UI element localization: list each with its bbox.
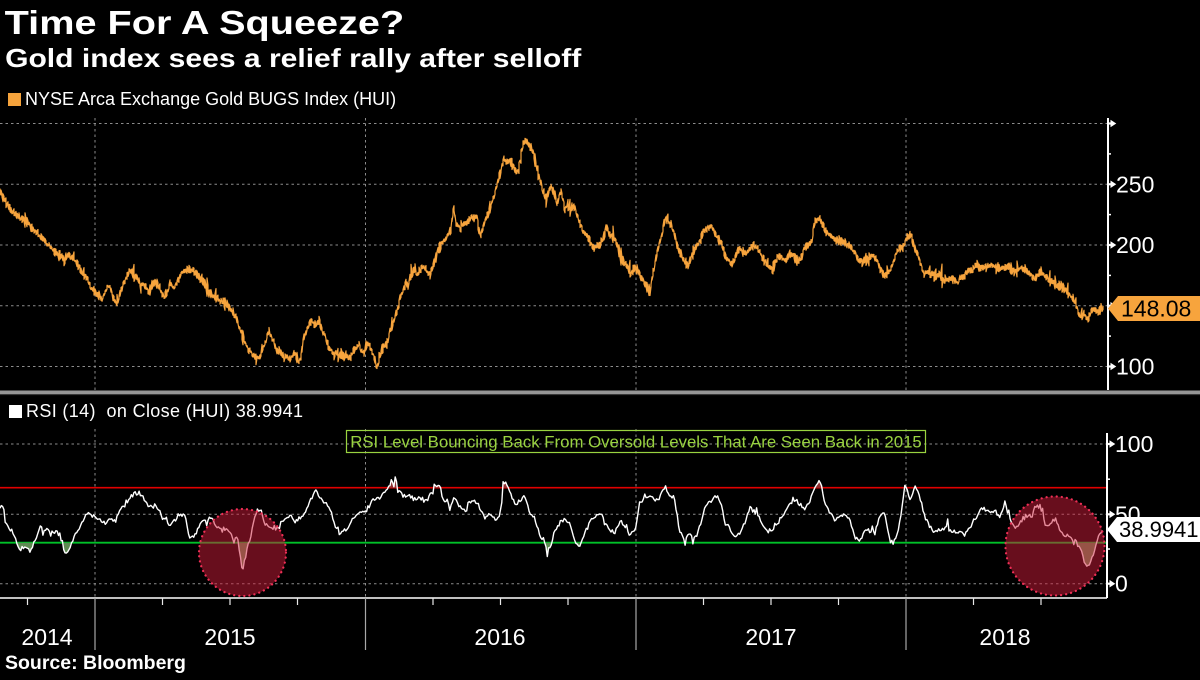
- svg-text:Source: Bloomberg: Source: Bloomberg: [5, 652, 186, 674]
- svg-text:38.9941: 38.9941: [1119, 517, 1199, 542]
- svg-text:200: 200: [1116, 232, 1154, 258]
- svg-text:2015: 2015: [204, 624, 255, 650]
- svg-text:2016: 2016: [474, 624, 525, 650]
- svg-text:Time For A Squeeze?: Time For A Squeeze?: [5, 4, 405, 41]
- svg-text:250: 250: [1116, 171, 1154, 197]
- svg-text:NYSE Arca Exchange Gold BUGS I: NYSE Arca Exchange Gold BUGS Index (HUI): [25, 89, 396, 109]
- svg-text:2017: 2017: [745, 624, 796, 650]
- svg-text:0: 0: [1115, 571, 1128, 597]
- svg-text:2014: 2014: [21, 624, 72, 650]
- svg-text:Gold index sees a relief rally: Gold index sees a relief rally after sel…: [5, 44, 582, 73]
- svg-text:148.08: 148.08: [1121, 296, 1191, 322]
- svg-text:RSI (14) on Close (HUI) 38.99: RSI (14) on Close (HUI) 38.9941: [26, 401, 303, 421]
- svg-text:2018: 2018: [979, 624, 1030, 650]
- svg-text:100: 100: [1116, 354, 1154, 380]
- svg-text:100: 100: [1115, 431, 1153, 457]
- svg-text:RSI Level Bouncing Back From O: RSI Level Bouncing Back From Oversold Le…: [350, 433, 922, 452]
